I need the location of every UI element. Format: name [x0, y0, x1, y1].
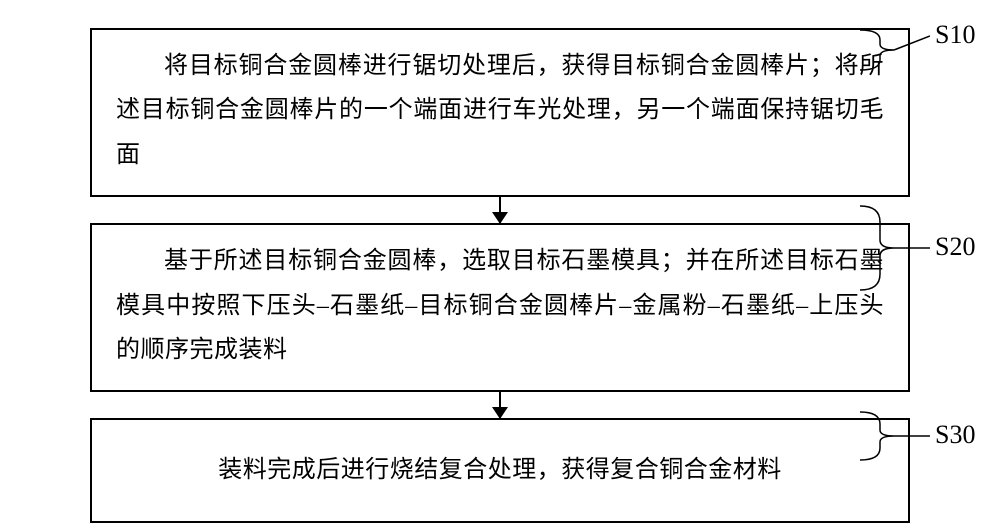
flowchart-container: 将目标铜合金圆棒进行锯切处理后，获得目标铜合金圆棒片；将所述目标铜合金圆棒片的一… [30, 28, 970, 523]
step-label-s30: S30 [935, 420, 975, 450]
step-label-s20: S20 [935, 232, 975, 262]
step-box-s30: 装料完成后进行烧结复合处理，获得复合铜合金材料 [90, 418, 910, 522]
step-text-s20: 基于所述目标铜合金圆棒，选取目标石墨模具；并在所述目标石墨模具中按照下压头–石墨… [116, 239, 884, 372]
step-label-s10: S10 [935, 20, 975, 50]
step-text-s30: 装料完成后进行烧结复合处理，获得复合铜合金材料 [116, 448, 884, 492]
step-text-s10: 将目标铜合金圆棒进行锯切处理后，获得目标铜合金圆棒片；将所述目标铜合金圆棒片的一… [116, 44, 884, 177]
arrow-s10-s20 [499, 197, 501, 223]
step-box-s10: 将目标铜合金圆棒进行锯切处理后，获得目标铜合金圆棒片；将所述目标铜合金圆棒片的一… [90, 28, 910, 197]
arrow-s20-s30 [499, 392, 501, 418]
step-box-s20: 基于所述目标铜合金圆棒，选取目标石墨模具；并在所述目标石墨模具中按照下压头–石墨… [90, 223, 910, 392]
